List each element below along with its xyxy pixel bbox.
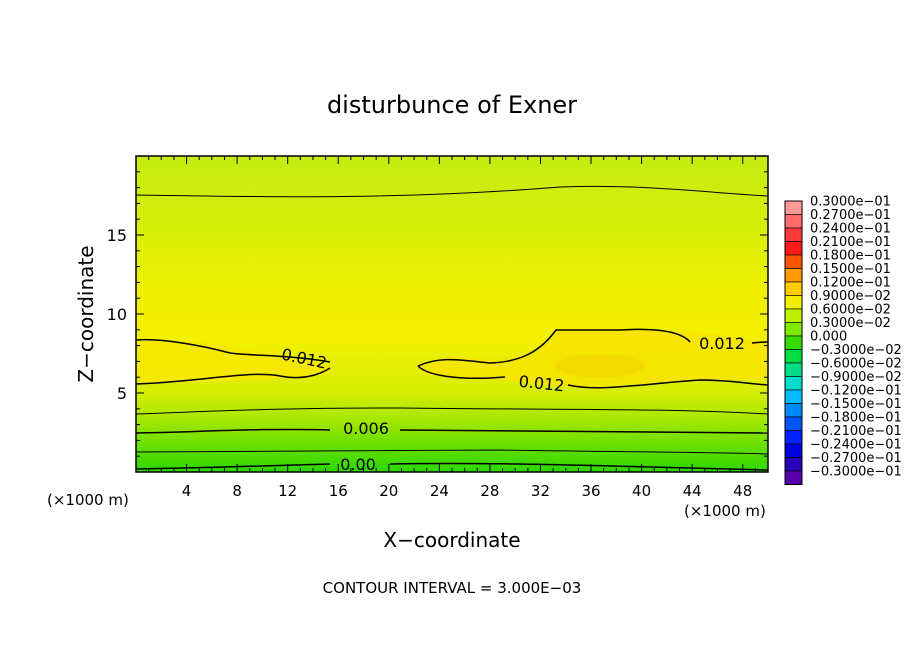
x-axis: 4 8 12 16 20 24 28 32 36 40 44 48: [148, 156, 756, 500]
y-axis-label: Z−coordinate: [74, 245, 98, 382]
legend-label: 0.3000e−02: [810, 316, 891, 331]
legend-swatch: [784, 281, 803, 296]
legend-label: 0.1200e−01: [810, 276, 891, 291]
high-region: [136, 340, 330, 384]
contour-line: [751, 341, 768, 344]
x-tick-label: 48: [733, 482, 752, 500]
x-unit-left: (×1000 m): [47, 491, 129, 509]
x-tick-label: 8: [232, 482, 242, 500]
legend-label: −0.1500e−01: [810, 397, 902, 412]
legend-label: 0.2700e−01: [810, 208, 891, 223]
contour-line: [136, 463, 331, 470]
chart-title: disturbunce of Exner: [327, 91, 577, 119]
plot-area: 0.012 0.012 0.012 0.006 0.00: [136, 156, 768, 474]
x-tick-label: 16: [329, 482, 348, 500]
legend-swatch: [784, 322, 803, 337]
contour-label: 0.012: [699, 334, 745, 353]
x-tick-label: 12: [278, 482, 297, 500]
legend-label: −0.6000e−02: [810, 357, 902, 372]
legend-label: 0.6000e−02: [810, 303, 891, 318]
contour-line: [136, 407, 768, 415]
legend-label: 0.1800e−01: [810, 249, 891, 264]
max-region: [556, 354, 644, 378]
contour-interval-footer: CONTOUR INTERVAL = 3.000E−03: [323, 579, 582, 597]
legend-swatch: [784, 389, 803, 404]
legend-swatch: [784, 241, 803, 256]
legend-label: −0.9000e−02: [810, 370, 902, 385]
legend-swatch: [784, 430, 803, 445]
contour-line: [567, 379, 768, 389]
legend-swatch: [784, 335, 803, 350]
legend-swatch: [784, 403, 803, 418]
contour-lines: [136, 185, 768, 471]
legend-label: −0.3000e−02: [810, 343, 902, 358]
y-axis: 5 10 15: [107, 171, 768, 457]
y-tick-label: 5: [117, 384, 127, 403]
contour-line: [417, 365, 506, 379]
x-tick-label: 40: [632, 482, 651, 500]
x-tick-label: 44: [683, 482, 702, 500]
legend-frame: [784, 200, 803, 485]
x-tick-label: 24: [430, 482, 449, 500]
legend-label: −0.3000e−01: [810, 465, 902, 480]
legend-label: 0.000: [810, 330, 847, 345]
legend-label: −0.1200e−01: [810, 384, 902, 399]
contour-line: [136, 367, 331, 385]
legend-label: 0.1500e−01: [810, 262, 891, 277]
legend-swatch: [784, 376, 803, 391]
x-axis-label: X−coordinate: [383, 528, 520, 552]
legend-label: 0.2100e−01: [810, 235, 891, 250]
legend-label: 0.3000e−01: [810, 195, 891, 210]
contour-line: [399, 429, 768, 434]
x-tick-label: 20: [379, 482, 398, 500]
x-unit-right: (×1000 m): [684, 502, 766, 520]
x-tick-label: 36: [581, 482, 600, 500]
legend-swatch: [784, 214, 803, 229]
legend-label: 0.2400e−01: [810, 222, 891, 237]
color-legend: 0.3000e−010.2700e−010.2400e−010.2100e−01…: [784, 195, 902, 485]
legend-swatch: [784, 349, 803, 364]
contour-line: [136, 185, 768, 198]
x-tick-label: 28: [480, 482, 499, 500]
legend-swatch: [784, 308, 803, 323]
contour-label: 0.006: [343, 419, 389, 438]
y-tick-label: 15: [107, 226, 127, 245]
legend-swatch: [784, 470, 803, 485]
contour-label: 0.012: [518, 372, 566, 396]
x-tick-label: 32: [531, 482, 550, 500]
x-tick-label: 4: [182, 482, 192, 500]
legend-label: −0.2400e−01: [810, 438, 902, 453]
contour-line: [136, 338, 331, 363]
legend-swatch: [784, 362, 803, 377]
legend-swatch: [784, 227, 803, 242]
legend-label: −0.1800e−01: [810, 411, 902, 426]
legend-swatch: [784, 268, 803, 283]
contour-line: [136, 428, 331, 434]
legend-label: −0.2100e−01: [810, 424, 902, 439]
field-fill: [136, 156, 768, 472]
legend-swatch: [784, 254, 803, 269]
legend-swatch: [784, 457, 803, 472]
legend-swatch: [784, 200, 803, 215]
y-tick-label: 10: [107, 305, 127, 324]
legend-label: 0.9000e−02: [810, 289, 891, 304]
contour-line: [136, 449, 768, 455]
legend-swatch: [784, 295, 803, 310]
legend-label: −0.2700e−01: [810, 451, 902, 466]
legend-swatch: [784, 443, 803, 458]
contour-label: 0.00: [340, 455, 376, 474]
legend-swatch: [784, 416, 803, 431]
contour-line: [417, 328, 691, 367]
